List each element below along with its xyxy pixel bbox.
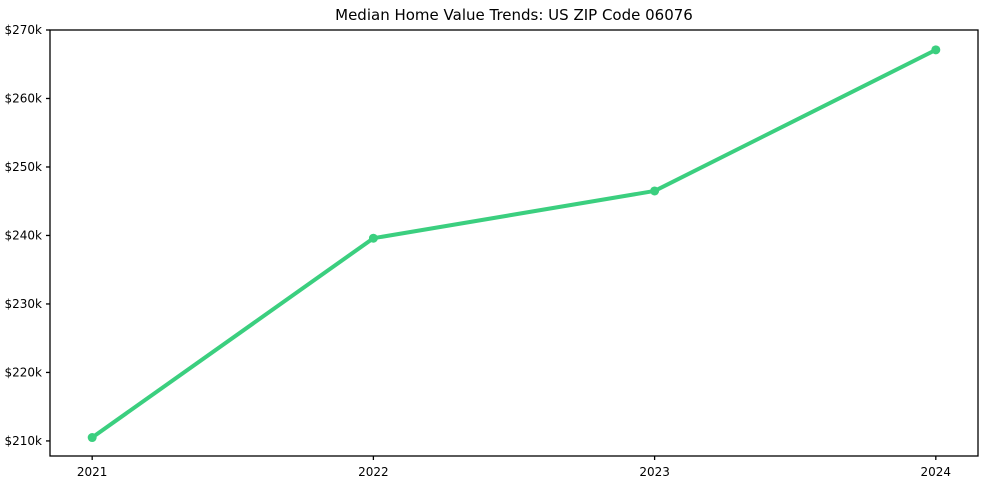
y-tick-label: $270k: [5, 23, 43, 37]
data-point-2023: [650, 186, 660, 196]
y-tick-label: $210k: [5, 434, 43, 448]
y-tick-label: $260k: [5, 91, 43, 105]
y-tick-label: $220k: [5, 365, 43, 379]
y-tick-label: $230k: [5, 297, 43, 311]
data-point-2022: [368, 233, 378, 243]
x-tick-label: 2023: [639, 465, 670, 479]
x-tick-label: 2022: [358, 465, 389, 479]
x-tick-label: 2021: [77, 465, 108, 479]
plot-border: [49, 29, 979, 457]
chart-title: Median Home Value Trends: US ZIP Code 06…: [335, 6, 693, 24]
y-tick-label: $250k: [5, 160, 43, 174]
data-point-2024: [931, 45, 941, 55]
data-point-2021: [87, 433, 97, 443]
trend-line: [90, 47, 938, 440]
x-tick-label: 2024: [921, 465, 952, 479]
y-tick-label: $240k: [5, 228, 43, 242]
